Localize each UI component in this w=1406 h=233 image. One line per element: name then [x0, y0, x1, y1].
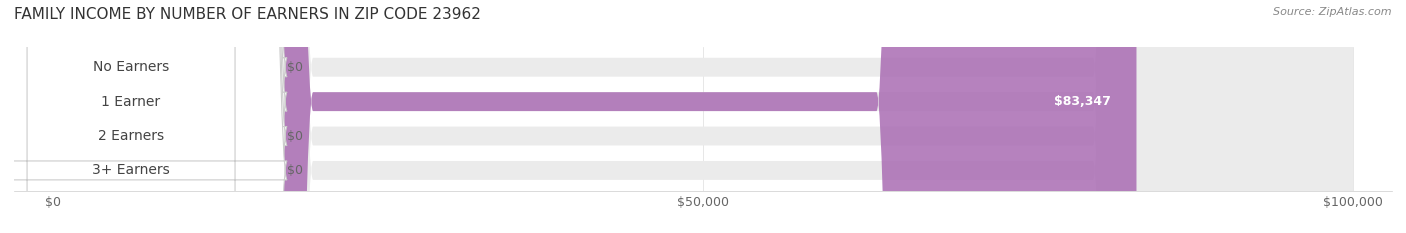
FancyBboxPatch shape	[0, 0, 287, 233]
FancyBboxPatch shape	[53, 0, 1353, 233]
FancyBboxPatch shape	[53, 0, 1136, 233]
FancyBboxPatch shape	[0, 0, 287, 233]
Text: $0: $0	[287, 130, 304, 143]
Text: $0: $0	[287, 61, 304, 74]
Text: $83,347: $83,347	[1053, 95, 1111, 108]
Text: 2 Earners: 2 Earners	[98, 129, 165, 143]
Text: $0: $0	[287, 164, 304, 177]
FancyBboxPatch shape	[53, 0, 1353, 233]
Text: FAMILY INCOME BY NUMBER OF EARNERS IN ZIP CODE 23962: FAMILY INCOME BY NUMBER OF EARNERS IN ZI…	[14, 7, 481, 22]
FancyBboxPatch shape	[53, 0, 1353, 233]
FancyBboxPatch shape	[53, 0, 1353, 233]
FancyBboxPatch shape	[0, 0, 287, 233]
FancyBboxPatch shape	[0, 0, 287, 233]
Text: 3+ Earners: 3+ Earners	[93, 163, 170, 177]
Text: Source: ZipAtlas.com: Source: ZipAtlas.com	[1274, 7, 1392, 17]
Text: No Earners: No Earners	[93, 60, 169, 74]
Text: 1 Earner: 1 Earner	[101, 95, 160, 109]
